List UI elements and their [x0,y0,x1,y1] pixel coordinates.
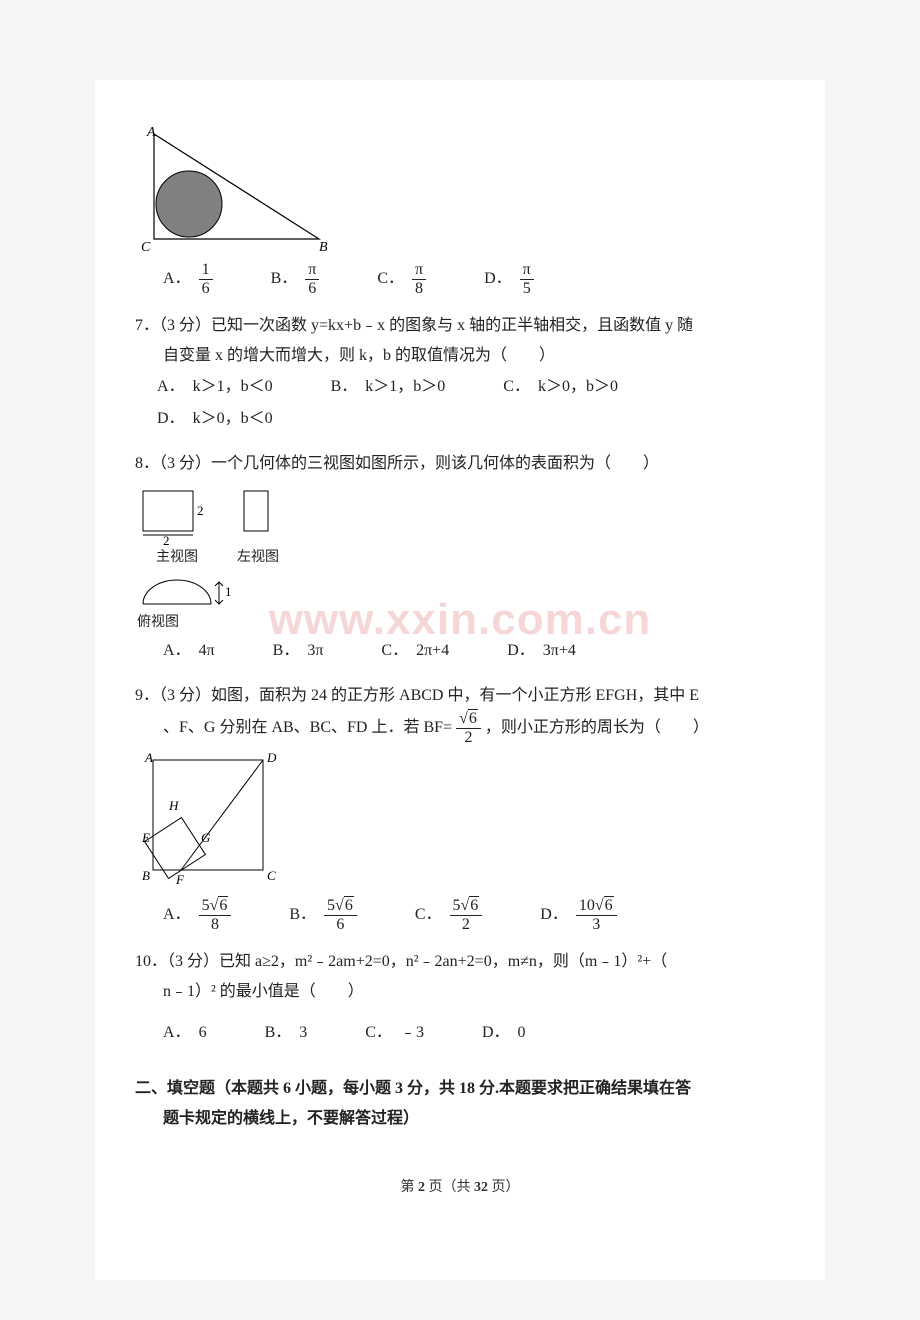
q10-points: （3 分） [167,953,219,970]
q10-option-d: D．0 [482,1018,526,1048]
q6-triangle-diagram: A C B [139,124,329,254]
q9-number: 9． [135,687,159,704]
q8-top-view: 1 俯视图 [137,574,785,637]
q9-bf-fraction: 62 [456,711,481,746]
q9-stem2a: 、F、G 分别在 AB、BC、FD 上．若 BF= [163,719,452,736]
q6-options: A． 16 B． π6 C． π8 D． π5 [163,262,785,299]
q9-options: A． 568 B． 566 C． 562 D． 1063 [163,898,785,935]
q10-line1: 10．（3 分）已知 a≥2，m²﹣2am+2=0，n²﹣2an+2=0，m≠n… [135,947,785,977]
svg-text:F: F [175,872,185,887]
q7-option-d: D．k＞0，b＜0 [157,404,273,434]
option-label: A． [163,264,191,294]
q7-points: （3 分） [159,317,211,334]
q9-line1: 9．（3 分）如图，面积为 24 的正方形 ABCD 中，有一个小正方形 EFG… [135,681,785,711]
q9-stem2b: ，则小正方形的周长为（ ） [485,719,709,736]
footer-total: 32 [474,1180,488,1195]
q7-option-a: A．k＞1，b＜0 [157,372,273,402]
svg-text:C: C [267,868,276,883]
q8-options: A．4π B．3π C．2π+4 D．3π+4 [163,636,785,668]
q6-option-a: A． 16 [163,262,213,297]
option-label: C． [377,264,404,294]
left-view-label: 左视图 [237,545,279,572]
page-footer: 第 2 页（共 32 页） [135,1175,785,1202]
q7-line1: 7．（3 分）已知一次函数 y=kx+b﹣x 的图象与 x 轴的正半轴相交，且函… [135,311,785,341]
q6-label-a: A [146,125,156,140]
q10-option-b: B．3 [265,1018,308,1048]
q8-number: 8． [135,455,159,472]
q10-options: A．6 B．3 C．﹣3 D．0 [163,1018,785,1050]
q6-label-c: C [141,240,151,254]
q8-option-b: B．3π [273,636,324,666]
svg-text:E: E [141,830,150,845]
q9-option-c: C． 562 [415,898,482,933]
q10-stem2: n﹣1）² 的最小值是（ ） [163,977,785,1007]
section2-title-line1: 二、填空题（本题共 6 小题，每小题 3 分，共 18 分.本题要求把正确结果填… [135,1074,785,1104]
q9-square-diagram: A D E B F C G H [139,750,289,890]
q8-views: 2 2 主视图 左视图 [137,485,785,572]
svg-text:H: H [168,798,179,813]
svg-text:2: 2 [197,503,204,518]
q7-stem2: 自变量 x 的增大而增大，则 k，b 的取值情况为（ ） [163,341,785,371]
q8-stem: 一个几何体的三视图如图所示，则该几何体的表面积为（ ） [211,455,659,472]
q8-option-a: A．4π [163,636,215,666]
q7-options: A．k＞1，b＜0 B．k＞1，b＞0 C．k＞0，b＞0 D．k＞0，b＜0 [157,372,785,437]
q8-line: 8．（3 分）一个几何体的三视图如图所示，则该几何体的表面积为（ ） [135,449,785,479]
svg-text:B: B [142,868,150,883]
q9-stem1: 如图，面积为 24 的正方形 ABCD 中，有一个小正方形 EFGH，其中 E [211,687,699,704]
q10-option-c: C．﹣3 [365,1018,424,1048]
top-view-label: 俯视图 [137,610,179,637]
q7-number: 7． [135,317,159,334]
q10-number: 10． [135,953,167,970]
section2-title-line2: 题卡规定的横线上，不要解答过程） [163,1104,785,1134]
q8-option-d: D．3π+4 [507,636,576,666]
q10-stem1: 已知 a≥2，m²﹣2am+2=0，n²﹣2an+2=0，m≠n，则（m﹣1）²… [219,953,667,970]
q8-points: （3 分） [159,455,211,472]
page: A C B A． 16 B． π6 C． π8 D． π5 7．（3 分）已知一… [95,80,825,1280]
q7-stem1: 已知一次函数 y=kx+b﹣x 的图象与 x 轴的正半轴相交，且函数值 y 随 [211,317,693,334]
q9-option-b: B． 566 [289,898,356,933]
svg-text:D: D [266,750,277,765]
svg-text:A: A [144,750,153,765]
q9-option-d: D． 1063 [540,898,616,933]
q8-front-view: 2 2 主视图 [137,485,217,572]
option-label: D． [484,264,512,294]
footer-page: 2 [418,1180,425,1195]
q6-option-d: D． π5 [484,262,534,297]
q9-line2: 、F、G 分别在 AB、BC、FD 上．若 BF= 62 ，则小正方形的周长为（… [163,711,785,746]
q9-option-a: A． 568 [163,898,231,933]
q6-label-b: B [319,240,328,254]
q10-option-a: A．6 [163,1018,207,1048]
svg-text:G: G [201,830,211,845]
q8-left-view: 左视图 [237,485,279,572]
svg-text:1: 1 [225,584,232,599]
q7-option-c: C．k＞0，b＞0 [503,372,618,402]
q8-option-c: C．2π+4 [381,636,449,666]
q9-points: （3 分） [159,687,211,704]
q6-option-b: B． π6 [271,262,320,297]
q7-option-b: B．k＞1，b＞0 [331,372,446,402]
option-label: B． [271,264,298,294]
q6-option-c: C． π8 [377,262,426,297]
front-view-label: 主视图 [156,545,198,572]
